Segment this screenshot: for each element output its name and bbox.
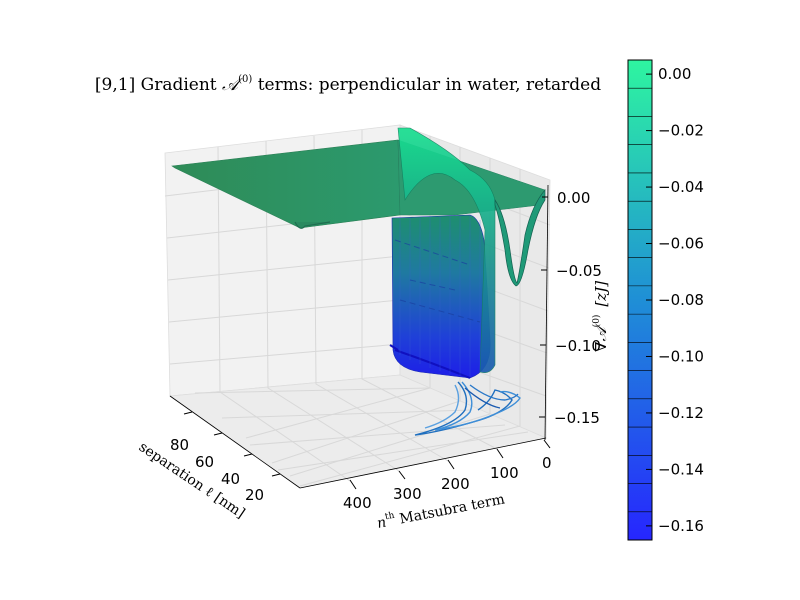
- surface-contours: [394, 239, 481, 323]
- colorbar-tick-label-7: −0.14: [658, 460, 704, 478]
- y-tick-label-40: 40: [221, 470, 240, 488]
- z-axis-label: ∇𝒜(0)[zJ]: [591, 281, 610, 352]
- surface-plateau: [171, 139, 401, 229]
- z-tick-label-1: −0.05: [556, 262, 602, 280]
- floor-contours: [414, 381, 521, 436]
- surface-tail: [389, 344, 399, 351]
- x-tick-label-1: 100: [490, 464, 519, 482]
- x-tick-mark-2: [447, 459, 455, 470]
- y-axis-line: [169, 395, 301, 489]
- colorbar-tick-label-0: 0.00: [658, 65, 691, 83]
- z-tick-label-2: −0.10: [555, 337, 601, 355]
- y-tick-mark-3: [271, 473, 281, 477]
- y-tick-mark-0: [183, 411, 193, 415]
- colorbar-tick-label-1: −0.02: [658, 122, 704, 140]
- x-tick-mark-4: [349, 479, 357, 490]
- colorbar-tick-label-5: −0.10: [658, 347, 704, 365]
- x-axis-line: [299, 437, 547, 489]
- surface-plot: [171, 127, 546, 379]
- surface-well-lip: [394, 349, 471, 379]
- x-tick-label-4: 400: [343, 494, 372, 512]
- colorbar-tick-label-8: −0.16: [658, 517, 704, 535]
- z-tick-label-3: −0.15: [554, 409, 600, 427]
- x-tick-label-3: 300: [393, 485, 422, 503]
- colorbar: 0.00 −0.02 −0.04 −0.06 −0.08 −0.10 −0.12 −0.14 −…: [627, 59, 704, 541]
- colorbar-tick-label-6: −0.12: [658, 404, 704, 422]
- surface-mesh-lines: [399, 215, 481, 377]
- z-axis-line: [544, 184, 549, 441]
- colorbar-tick-label-2: −0.04: [658, 178, 704, 196]
- surface-dip-right: [494, 189, 546, 287]
- x-tick-mark-0: [543, 439, 551, 449]
- y-tick-label-20: 20: [245, 486, 264, 504]
- colorbar-ticks: 0.00 −0.02 −0.04 −0.06 −0.08 −0.10 −0.12 −0.14 −…: [646, 65, 704, 535]
- y-tick-label-80: 80: [170, 436, 189, 454]
- surface-dip-left: [294, 221, 331, 229]
- colorbar-tick-label-4: −0.08: [658, 291, 704, 309]
- surface-ridge: [397, 127, 496, 373]
- colorbar-bands: [628, 87, 652, 513]
- x-tick-label-2: 200: [441, 475, 470, 493]
- y-tick-label-60: 60: [195, 453, 214, 471]
- colorbar-tick-label-3: −0.06: [658, 235, 704, 253]
- y-tick-mark-1: [213, 432, 223, 436]
- x-tick-mark-1: [496, 448, 504, 459]
- chart-title: [9,1] Gradient 𝒜(0) terms: perpendicular…: [95, 74, 601, 95]
- z-axis: 0.00 −0.05 −0.10 −0.15 ∇𝒜(0)[zJ]: [539, 184, 610, 441]
- x-tick-mark-3: [398, 470, 406, 480]
- x-tick-label-0: 0: [542, 454, 552, 472]
- z-tick-label-0: 0.00: [557, 189, 590, 207]
- y-tick-mark-2: [243, 453, 253, 457]
